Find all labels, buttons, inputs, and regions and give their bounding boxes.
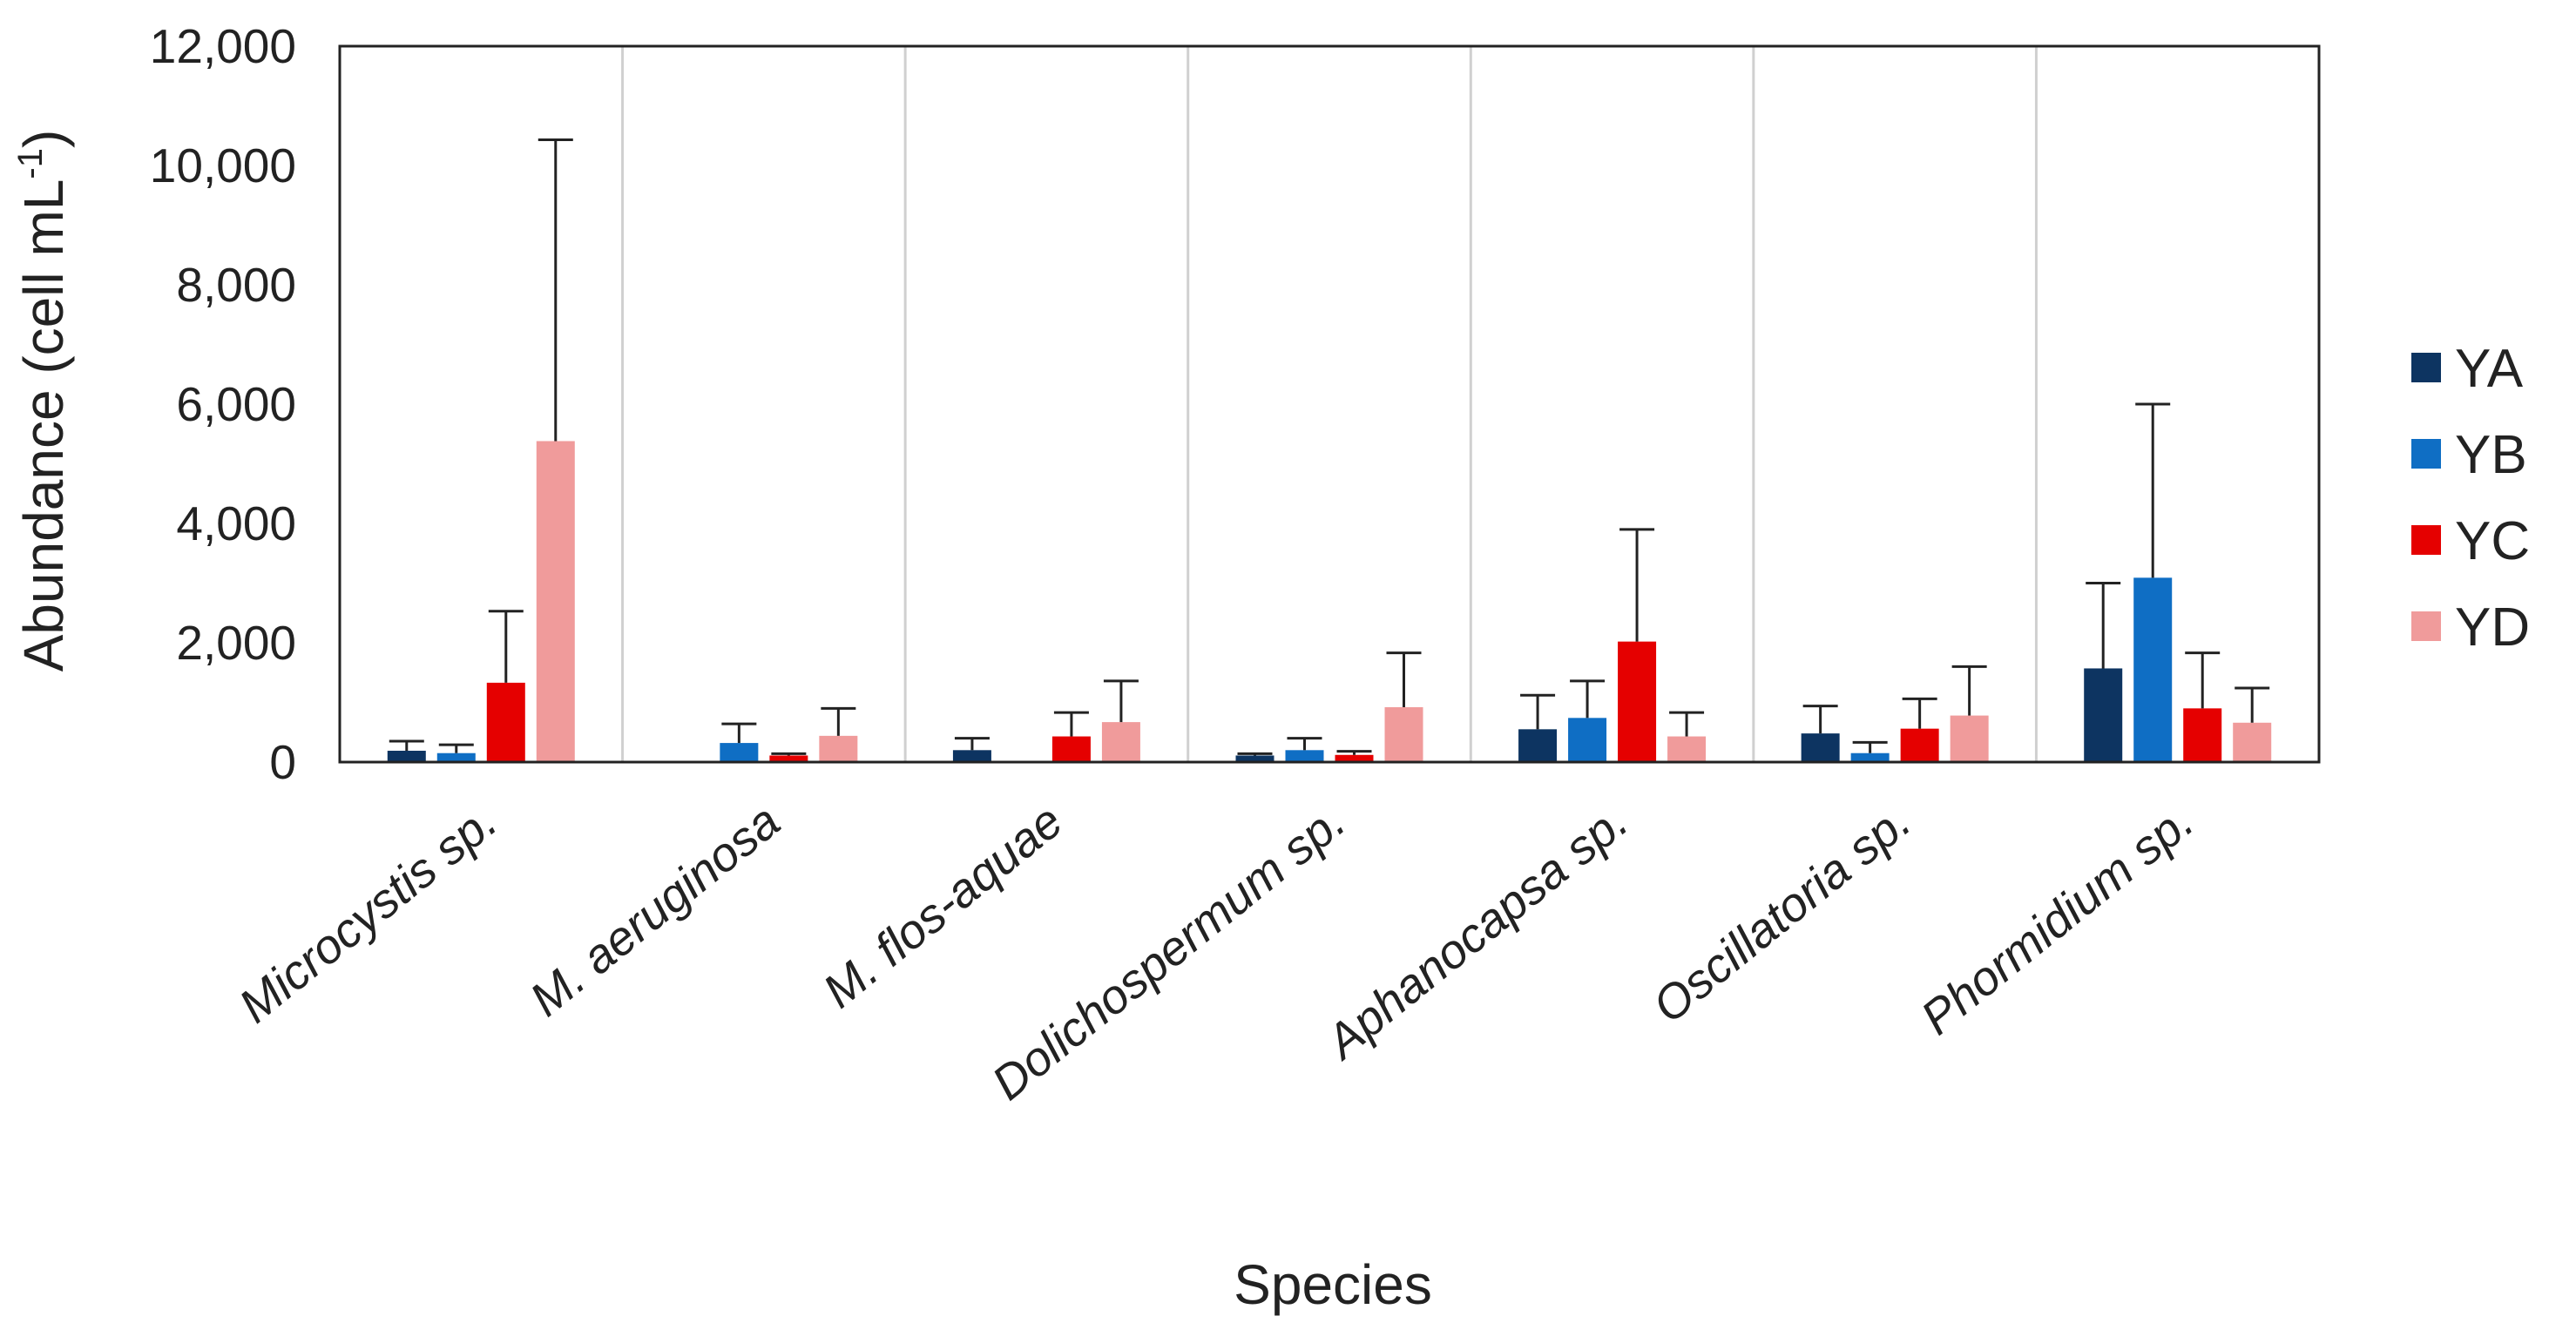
error-bars xyxy=(389,138,2270,756)
y-tick-label: 2,000 xyxy=(176,616,296,670)
y-tick-label: 6,000 xyxy=(176,377,296,431)
y-tick-label: 4,000 xyxy=(176,496,296,550)
y-axis-title-superscript: -1 xyxy=(11,148,50,179)
grid-lines xyxy=(621,46,2038,762)
x-category-label: Aphanocapsa sp. xyxy=(1314,793,1638,1070)
bar-yb xyxy=(436,752,476,762)
y-axis-title-suffix: ) xyxy=(12,130,75,148)
legend-swatch-ya xyxy=(2411,353,2441,382)
legend-swatch-yc xyxy=(2411,525,2441,555)
legend: YA YB YC YD xyxy=(2411,339,2530,658)
y-axis-title-main: Abundance (cell mL xyxy=(12,179,75,672)
bar-ya xyxy=(1518,729,1558,762)
x-category-label: Microcystis sp. xyxy=(229,793,507,1033)
bar-yc xyxy=(1335,754,1374,762)
bar-yd xyxy=(1667,736,1707,762)
bar-yb xyxy=(2133,577,2173,762)
x-axis-title: Species xyxy=(1234,1253,1432,1316)
y-tick-label: 0 xyxy=(269,735,296,789)
bar-yd xyxy=(1950,715,1989,762)
bar-yd xyxy=(1384,706,1423,762)
bar-yc xyxy=(486,682,525,762)
bar-ya xyxy=(952,750,991,762)
bar-yc xyxy=(2183,708,2222,762)
y-axis-ticks: 0 2,000 4,000 6,000 8,000 10,000 12,000 xyxy=(150,19,296,789)
x-axis-category-labels: Microcystis sp. M. aeruginosa M. flos-aqua… xyxy=(229,793,2204,1110)
bar-yd xyxy=(536,441,575,762)
y-tick-label: 10,000 xyxy=(150,138,296,192)
x-category-label: Oscillatoria sp. xyxy=(1642,793,1920,1033)
legend-label-yd: YD xyxy=(2455,597,2530,658)
bar-ya xyxy=(1235,755,1274,762)
bar-yd xyxy=(819,735,858,762)
y-tick-label: 12,000 xyxy=(150,19,296,73)
bar-yb xyxy=(1850,752,1890,762)
legend-label-ya: YA xyxy=(2455,339,2524,399)
bar-yc xyxy=(1051,736,1091,762)
bar-yc xyxy=(1618,641,1657,762)
plot-area-frame xyxy=(338,44,2321,764)
legend-label-yc: YC xyxy=(2455,511,2530,571)
bar-ya xyxy=(2084,668,2123,762)
legend-label-yb: YB xyxy=(2455,425,2527,485)
bar-yd xyxy=(2233,722,2272,762)
bar-yb xyxy=(1285,750,1324,762)
x-category-label: M. flos-aquae xyxy=(813,793,1072,1018)
y-axis-title: Abundance (cell mL-1) xyxy=(11,130,75,672)
bar-yc xyxy=(769,755,808,762)
bar-yc xyxy=(1900,728,1939,762)
x-category-label: Phormidium sp. xyxy=(1910,793,2203,1045)
bar-yb xyxy=(1568,718,1607,762)
bar-ya xyxy=(1801,733,1840,762)
bars xyxy=(387,441,2272,762)
bar-ya xyxy=(387,750,426,762)
bar-yb xyxy=(720,743,759,762)
legend-swatch-yb xyxy=(2411,439,2441,469)
x-category-label: M. aeruginosa xyxy=(520,793,790,1027)
legend-swatch-yd xyxy=(2411,611,2441,641)
bar-yd xyxy=(1101,722,1140,762)
y-tick-label: 8,000 xyxy=(176,258,296,312)
